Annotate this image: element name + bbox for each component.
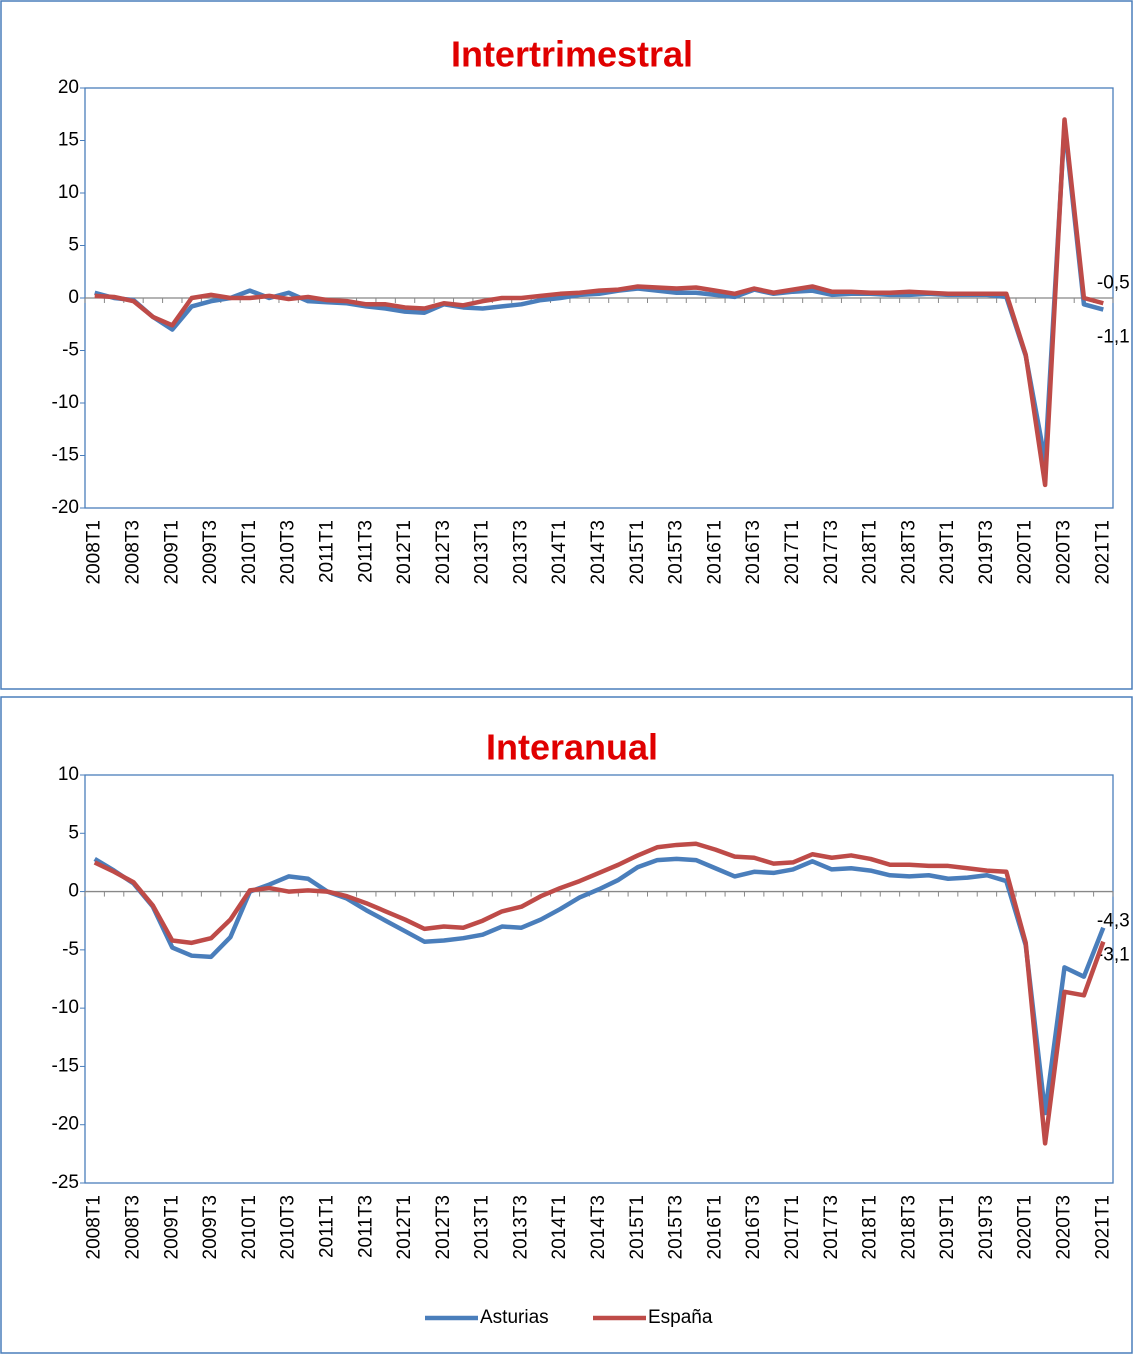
x-tick-label: 2014T1 <box>549 1195 570 1259</box>
x-tick-label: 2016T3 <box>743 1195 764 1259</box>
x-tick-label: 2019T3 <box>976 1195 997 1259</box>
x-tick-label: 2016T1 <box>704 520 725 584</box>
data-label: -0,5 <box>1097 272 1130 293</box>
x-tick-label: 2020T1 <box>1015 520 1036 584</box>
chart-title: Interanual <box>486 727 658 768</box>
x-tick-label: 2021T1 <box>1092 1195 1113 1259</box>
legend-label: Asturias <box>480 1307 549 1328</box>
y-tick-label: 5 <box>68 822 79 843</box>
x-tick-label: 2018T1 <box>860 520 881 584</box>
y-tick-label: -15 <box>52 1055 79 1076</box>
x-tick-label: 2010T3 <box>278 1195 299 1259</box>
x-tick-label: 2014T3 <box>588 1195 609 1259</box>
x-tick-label: 2008T1 <box>84 520 105 584</box>
y-tick-label: -5 <box>62 939 79 960</box>
y-tick-label: 5 <box>68 235 79 256</box>
x-tick-label: 2011T3 <box>355 1195 376 1258</box>
x-tick-label: 2016T3 <box>743 520 764 584</box>
x-tick-label: 2017T3 <box>821 1195 842 1259</box>
x-tick-label: 2009T1 <box>161 1195 182 1259</box>
x-tick-label: 2011T1 <box>316 520 337 583</box>
x-tick-label: 2013T1 <box>472 1195 493 1259</box>
y-tick-label: -5 <box>62 340 79 361</box>
y-tick-label: 15 <box>58 130 79 151</box>
x-tick-label: 2009T3 <box>200 520 221 584</box>
y-tick-label: -15 <box>52 445 79 466</box>
x-tick-label: 2017T1 <box>782 1195 803 1259</box>
x-tick-label: 2013T3 <box>510 520 531 584</box>
data-label: -4,3 <box>1097 911 1130 932</box>
x-tick-label: 2010T3 <box>278 520 299 584</box>
x-tick-label: 2020T1 <box>1015 1195 1036 1259</box>
x-tick-label: 2014T1 <box>549 520 570 584</box>
y-tick-label: 10 <box>58 764 79 785</box>
x-tick-label: 2009T1 <box>161 520 182 584</box>
x-tick-label: 2015T1 <box>627 520 648 584</box>
plot-area <box>84 774 1114 1184</box>
x-tick-label: 2009T3 <box>200 1195 221 1259</box>
x-tick-label: 2008T3 <box>123 1195 144 1259</box>
x-tick-label: 2018T3 <box>898 1195 919 1259</box>
y-tick-label: -20 <box>52 1114 79 1135</box>
y-tick-label: 10 <box>58 182 79 203</box>
x-tick-label: 2017T3 <box>821 520 842 584</box>
x-tick-label: 2013T1 <box>472 520 493 584</box>
series-line <box>94 117 1104 488</box>
x-tick-label: 2018T1 <box>860 1195 881 1259</box>
data-label: -3,1 <box>1097 945 1130 966</box>
x-tick-label: 2011T1 <box>316 1195 337 1258</box>
x-tick-label: 2020T3 <box>1054 1195 1075 1259</box>
y-tick-label: -20 <box>52 497 79 518</box>
x-tick-label: 2016T1 <box>704 1195 725 1259</box>
x-tick-label: 2012T1 <box>394 520 415 584</box>
x-tick-label: 2020T3 <box>1054 520 1075 584</box>
chart-title: Intertrimestral <box>451 34 693 75</box>
y-tick-label: -10 <box>52 997 79 1018</box>
chart-frame <box>0 696 1133 1354</box>
x-tick-label: 2017T1 <box>782 520 803 584</box>
y-tick-label: 0 <box>68 881 79 902</box>
x-tick-label: 2010T1 <box>239 520 260 584</box>
x-tick-label: 2019T1 <box>937 520 958 584</box>
x-tick-label: 2015T3 <box>666 1195 687 1259</box>
x-tick-label: 2012T3 <box>433 520 454 584</box>
x-tick-label: 2011T3 <box>355 520 376 583</box>
data-label: -1,1 <box>1097 327 1130 348</box>
y-tick-label: -25 <box>52 1172 79 1193</box>
y-tick-label: 0 <box>68 287 79 308</box>
x-tick-label: 2021T1 <box>1092 520 1113 584</box>
x-tick-label: 2010T1 <box>239 1195 260 1259</box>
x-tick-label: 2015T1 <box>627 1195 648 1259</box>
x-tick-label: 2018T3 <box>898 520 919 584</box>
y-tick-label: 20 <box>58 77 79 98</box>
series-line <box>93 841 1106 1146</box>
x-tick-label: 2008T1 <box>84 1195 105 1259</box>
x-tick-label: 2015T3 <box>666 520 687 584</box>
chart-frame <box>0 0 1133 690</box>
x-tick-label: 2008T3 <box>123 520 144 584</box>
x-tick-label: 2013T3 <box>510 1195 531 1259</box>
x-tick-label: 2012T1 <box>394 1195 415 1259</box>
x-tick-label: 2019T1 <box>937 1195 958 1259</box>
y-tick-label: -10 <box>52 392 79 413</box>
x-tick-label: 2012T3 <box>433 1195 454 1259</box>
x-tick-label: 2019T3 <box>976 520 997 584</box>
legend-label: España <box>648 1307 713 1328</box>
x-tick-label: 2014T3 <box>588 520 609 584</box>
